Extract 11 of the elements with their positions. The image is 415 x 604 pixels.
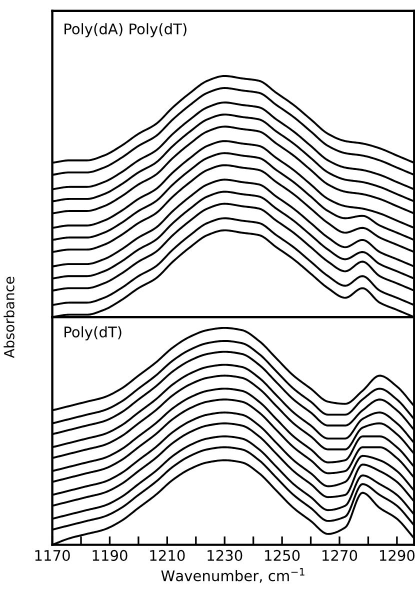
x-tick-label: 1250 [265,550,300,561]
x-tick-label: 1170 [35,550,70,561]
chart-title: Poly(dA) Poly(dT) [64,23,186,38]
x-tick-label: 1270 [322,550,358,561]
chart-title: Poly(dT) [64,326,122,340]
x-tick-label: 1290 [380,550,415,561]
x-tick-label: 1210 [150,550,185,561]
x-tick-label: 1190 [92,550,128,561]
y-axis-title: Absorbance [4,276,14,358]
x-tick-label: 1230 [208,550,242,561]
x-axis-title: Wavenumber, cm$^{−1}$ [161,568,304,583]
